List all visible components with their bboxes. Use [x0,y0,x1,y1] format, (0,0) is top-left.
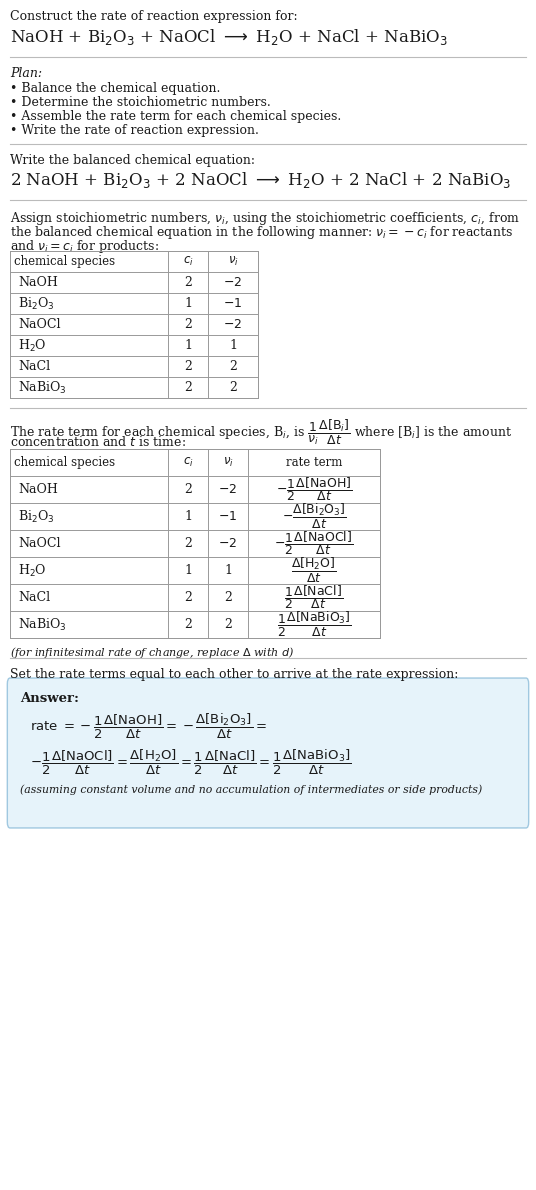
Text: $\nu_i$: $\nu_i$ [228,255,239,268]
Text: $\dfrac{1}{2}\dfrac{\Delta[\mathrm{NaBiO_3}]}{\Delta t}$: $\dfrac{1}{2}\dfrac{\Delta[\mathrm{NaBiO… [277,610,352,639]
Text: NaCl: NaCl [18,361,50,372]
Text: $-1$: $-1$ [224,298,243,311]
FancyBboxPatch shape [8,678,528,828]
Text: 1: 1 [229,339,237,352]
Text: 2: 2 [184,483,192,496]
Text: $-\dfrac{1}{2}\dfrac{\Delta[\mathrm{NaOH}]}{\Delta t}$: $-\dfrac{1}{2}\dfrac{\Delta[\mathrm{NaOH… [276,476,352,503]
Text: 2: 2 [184,537,192,550]
Text: chemical species: chemical species [14,255,115,268]
Text: 1: 1 [184,511,192,522]
Text: 2: 2 [224,618,232,631]
Text: (for infinitesimal rate of change, replace $\Delta$ with $d$): (for infinitesimal rate of change, repla… [10,645,294,660]
Text: NaOH: NaOH [18,483,58,496]
Text: $-\dfrac{1}{2}\dfrac{\Delta[\mathrm{NaOCl}]}{\Delta t} = \dfrac{\Delta[\mathrm{H: $-\dfrac{1}{2}\dfrac{\Delta[\mathrm{NaOC… [30,749,352,777]
Text: concentration and $t$ is time:: concentration and $t$ is time: [10,436,186,449]
Text: NaOCl: NaOCl [18,318,61,331]
Text: 1: 1 [224,564,232,577]
Text: $\dfrac{1}{2}\dfrac{\Delta[\mathrm{NaCl}]}{\Delta t}$: $\dfrac{1}{2}\dfrac{\Delta[\mathrm{NaCl}… [285,583,344,612]
Bar [10,251,258,397]
Text: • Assemble the rate term for each chemical species.: • Assemble the rate term for each chemic… [10,109,341,123]
Text: 2: 2 [184,618,192,631]
Text: 2 NaOH + Bi$_2$O$_3$ + 2 NaOCl $\longrightarrow$ H$_2$O + 2 NaCl + 2 NaBiO$_3$: 2 NaOH + Bi$_2$O$_3$ + 2 NaOCl $\longrig… [10,170,511,190]
Text: 2: 2 [184,591,192,605]
Text: rate term: rate term [286,456,342,469]
Text: NaBiO$_3$: NaBiO$_3$ [18,616,67,633]
Text: 2: 2 [184,276,192,289]
Text: Bi$_2$O$_3$: Bi$_2$O$_3$ [18,295,55,312]
Text: $-2$: $-2$ [224,276,243,289]
Text: 2: 2 [229,381,237,394]
Text: • Write the rate of reaction expression.: • Write the rate of reaction expression. [10,124,259,137]
Text: NaBiO$_3$: NaBiO$_3$ [18,380,67,395]
Text: $c_i$: $c_i$ [183,456,193,469]
Text: NaOCl: NaOCl [18,537,61,550]
Text: $-2$: $-2$ [219,483,237,496]
Text: Assign stoichiometric numbers, $\nu_i$, using the stoichiometric coefficients, $: Assign stoichiometric numbers, $\nu_i$, … [10,209,520,227]
Text: Set the rate terms equal to each other to arrive at the rate expression:: Set the rate terms equal to each other t… [10,668,458,681]
Text: 1: 1 [184,298,192,311]
Text: 1: 1 [184,339,192,352]
Text: $-2$: $-2$ [219,537,237,550]
Text: 2: 2 [184,361,192,372]
Text: 2: 2 [224,591,232,605]
Text: chemical species: chemical species [14,456,115,469]
Bar [10,449,380,638]
Text: • Balance the chemical equation.: • Balance the chemical equation. [10,82,220,95]
Text: Construct the rate of reaction expression for:: Construct the rate of reaction expressio… [10,10,297,23]
Text: NaOH + Bi$_2$O$_3$ + NaOCl $\longrightarrow$ H$_2$O + NaCl + NaBiO$_3$: NaOH + Bi$_2$O$_3$ + NaOCl $\longrightar… [10,27,448,46]
Text: (assuming constant volume and no accumulation of intermediates or side products): (assuming constant volume and no accumul… [20,784,482,795]
Text: H$_2$O: H$_2$O [18,563,47,578]
Text: 1: 1 [184,564,192,577]
Text: NaCl: NaCl [18,591,50,605]
Text: $-2$: $-2$ [224,318,243,331]
Text: 2: 2 [184,381,192,394]
Text: NaOH: NaOH [18,276,58,289]
Text: 2: 2 [229,361,237,372]
Text: $\nu_i$: $\nu_i$ [222,456,233,469]
Text: 2: 2 [184,318,192,331]
Text: Write the balanced chemical equation:: Write the balanced chemical equation: [10,154,255,167]
Text: • Determine the stoichiometric numbers.: • Determine the stoichiometric numbers. [10,96,271,109]
Text: rate $= -\dfrac{1}{2}\dfrac{\Delta[\mathrm{NaOH}]}{\Delta t} = -\dfrac{\Delta[\m: rate $= -\dfrac{1}{2}\dfrac{\Delta[\math… [30,712,267,741]
Text: The rate term for each chemical species, B$_i$, is $\dfrac{1}{\nu_i}\dfrac{\Delt: The rate term for each chemical species,… [10,418,512,447]
Text: Bi$_2$O$_3$: Bi$_2$O$_3$ [18,508,55,525]
Text: $\dfrac{\Delta[\mathrm{H_2O}]}{\Delta t}$: $\dfrac{\Delta[\mathrm{H_2O}]}{\Delta t}… [291,556,337,585]
Text: Answer:: Answer: [20,693,79,704]
Text: H$_2$O: H$_2$O [18,338,47,353]
Text: and $\nu_i = c_i$ for products:: and $\nu_i = c_i$ for products: [10,238,159,255]
Text: Plan:: Plan: [10,67,42,80]
Text: $-\dfrac{1}{2}\dfrac{\Delta[\mathrm{NaOCl}]}{\Delta t}$: $-\dfrac{1}{2}\dfrac{\Delta[\mathrm{NaOC… [274,530,354,557]
Text: $c_i$: $c_i$ [183,255,193,268]
Text: $-1$: $-1$ [218,511,237,522]
Text: $-\dfrac{\Delta[\mathrm{Bi_2O_3}]}{\Delta t}$: $-\dfrac{\Delta[\mathrm{Bi_2O_3}]}{\Delt… [281,502,346,531]
Text: the balanced chemical equation in the following manner: $\nu_i = -c_i$ for react: the balanced chemical equation in the fo… [10,224,513,242]
